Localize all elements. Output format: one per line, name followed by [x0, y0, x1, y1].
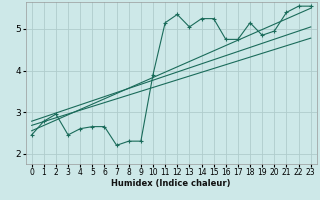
- X-axis label: Humidex (Indice chaleur): Humidex (Indice chaleur): [111, 179, 231, 188]
